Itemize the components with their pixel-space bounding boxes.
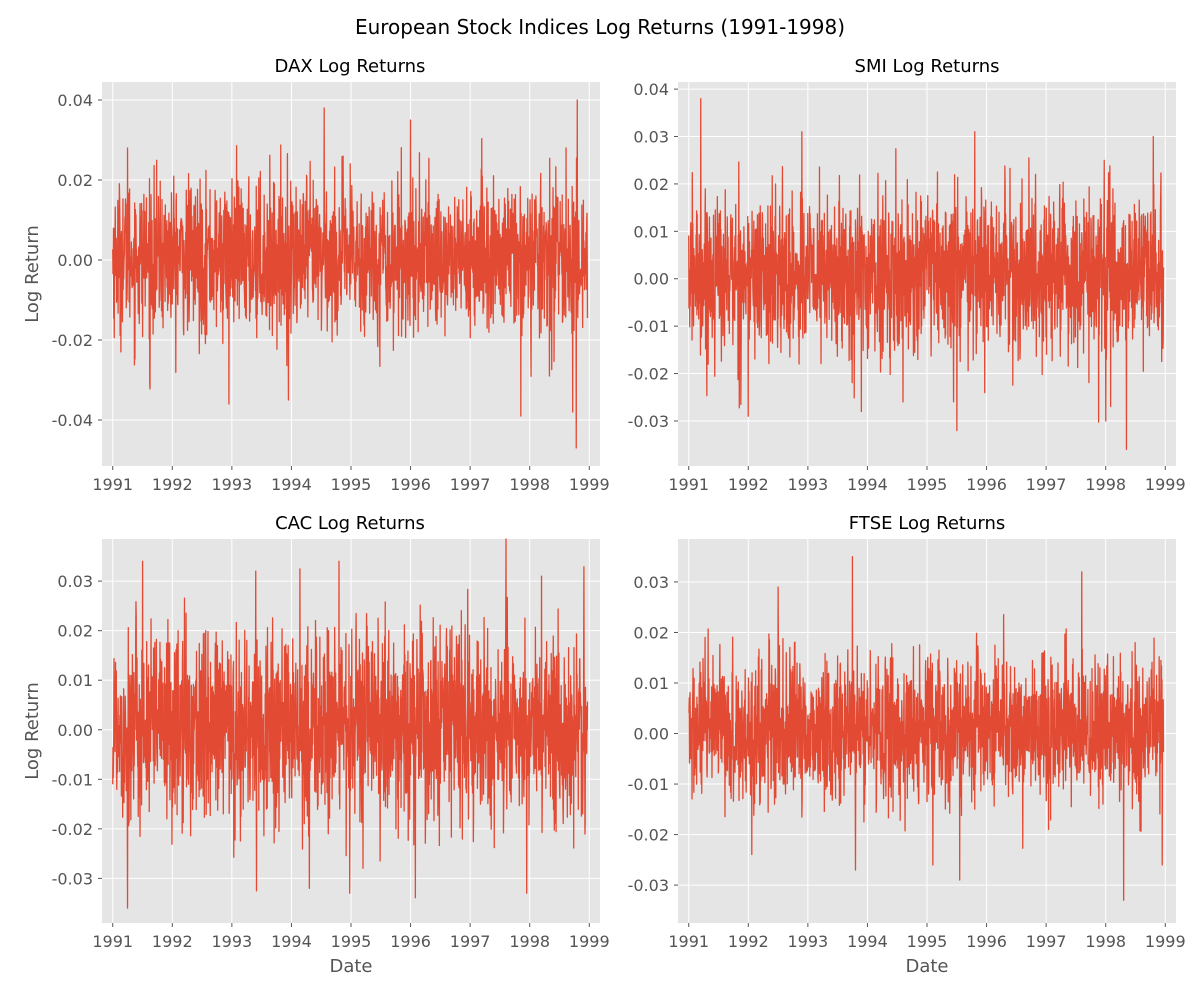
x-tick-label: 1992	[728, 475, 769, 494]
y-tick-label: 0.04	[633, 80, 669, 99]
x-tick-label: 1991	[92, 475, 133, 494]
x-tick-label: 1993	[212, 475, 253, 494]
x-tick-label: 1998	[509, 932, 550, 951]
y-tick-label: 0.03	[633, 573, 669, 592]
x-tick-label: 1992	[728, 932, 769, 951]
series-line	[112, 538, 589, 909]
panel-title: DAX Log Returns	[275, 56, 426, 77]
y-tick-label: 0.02	[633, 623, 669, 642]
y-tick-label: 0.00	[633, 270, 669, 289]
y-tick-label: -0.01	[628, 775, 669, 794]
y-tick-label: 0.02	[633, 175, 669, 194]
x-tick-label: 1998	[1085, 475, 1126, 494]
x-tick-label: 1991	[668, 475, 709, 494]
x-tick-label: 1997	[1026, 932, 1067, 951]
x-tick-label: 1997	[450, 475, 491, 494]
y-tick-label: 0.02	[57, 622, 93, 641]
x-tick-label: 1995	[907, 475, 948, 494]
x-tick-label: 1999	[1145, 475, 1186, 494]
x-tick-label: 1995	[907, 932, 948, 951]
x-axis-label: Date	[905, 956, 948, 977]
x-tick-label: 1991	[668, 932, 709, 951]
y-tick-label: 0.03	[633, 128, 669, 147]
y-tick-label: -0.01	[52, 770, 93, 789]
y-tick-label: 0.02	[57, 171, 93, 190]
x-tick-label: 1996	[390, 932, 431, 951]
y-tick-label: 0.01	[633, 222, 669, 241]
y-tick-label: -0.03	[628, 412, 669, 431]
y-axis-label: Log Return	[22, 225, 43, 323]
x-tick-label: 1994	[271, 932, 312, 951]
x-tick-label: 1993	[788, 475, 829, 494]
panel-ftse: FTSE Log Returns 1991 1992 1993 1994 1995 199…	[628, 513, 1186, 977]
x-tick-label: 1993	[212, 932, 253, 951]
y-tick-label: -0.03	[52, 869, 93, 888]
y-tick-label: 0.01	[633, 674, 669, 693]
x-tick-label: 1995	[331, 475, 372, 494]
x-tick-label: 1998	[509, 475, 550, 494]
x-tick-label: 1999	[569, 475, 610, 494]
x-tick-label: 1997	[450, 932, 491, 951]
x-tick-label: 1999	[1145, 932, 1186, 951]
x-tick-label: 1992	[152, 475, 193, 494]
x-tick-label: 1991	[92, 932, 133, 951]
x-tick-label: 1996	[966, 475, 1007, 494]
y-tick-label: 0.04	[57, 91, 93, 110]
x-tick-label: 1995	[331, 932, 372, 951]
panel-smi: SMI Log Returns 1991 1992 1993 1994 1995 1996…	[628, 56, 1186, 494]
x-tick-label: 1996	[966, 932, 1007, 951]
series-line	[112, 99, 589, 449]
x-tick-label: 1994	[847, 932, 888, 951]
x-tick-label: 1992	[152, 932, 193, 951]
y-axis-label: Log Return	[22, 682, 43, 780]
y-tick-label: 0.00	[57, 721, 93, 740]
y-tick-label: -0.03	[628, 876, 669, 895]
x-tick-label: 1996	[390, 475, 431, 494]
x-tick-label: 1997	[1026, 475, 1067, 494]
panel-cac: CAC Log Returns 1991 1992 1993 1994 1995 1996…	[22, 513, 610, 977]
panel-title: FTSE Log Returns	[849, 513, 1006, 534]
x-tick-label: 1994	[847, 475, 888, 494]
x-tick-label: 1994	[271, 475, 312, 494]
series-line	[688, 556, 1165, 901]
y-tick-label: -0.01	[628, 317, 669, 336]
panel-dax: DAX Log Returns 1991 1992 1993 1994 1995 1996…	[22, 56, 610, 494]
x-axis-label: Date	[329, 956, 372, 977]
y-tick-label: 0.01	[57, 671, 93, 690]
y-tick-label: 0.00	[57, 251, 93, 270]
y-tick-label: -0.02	[628, 365, 669, 384]
y-tick-label: 0.03	[57, 572, 93, 591]
panel-title: CAC Log Returns	[275, 513, 425, 534]
x-tick-label: 1998	[1085, 932, 1126, 951]
y-tick-label: -0.02	[52, 820, 93, 839]
x-tick-label: 1999	[569, 932, 610, 951]
y-tick-label: -0.04	[52, 411, 93, 430]
figure-title: European Stock Indices Log Returns (1991…	[355, 15, 845, 39]
series-line	[688, 97, 1165, 451]
y-tick-label: -0.02	[52, 331, 93, 350]
panel-title: SMI Log Returns	[855, 56, 1000, 77]
y-tick-label: -0.02	[628, 826, 669, 845]
x-tick-label: 1993	[788, 932, 829, 951]
y-tick-label: 0.00	[633, 725, 669, 744]
